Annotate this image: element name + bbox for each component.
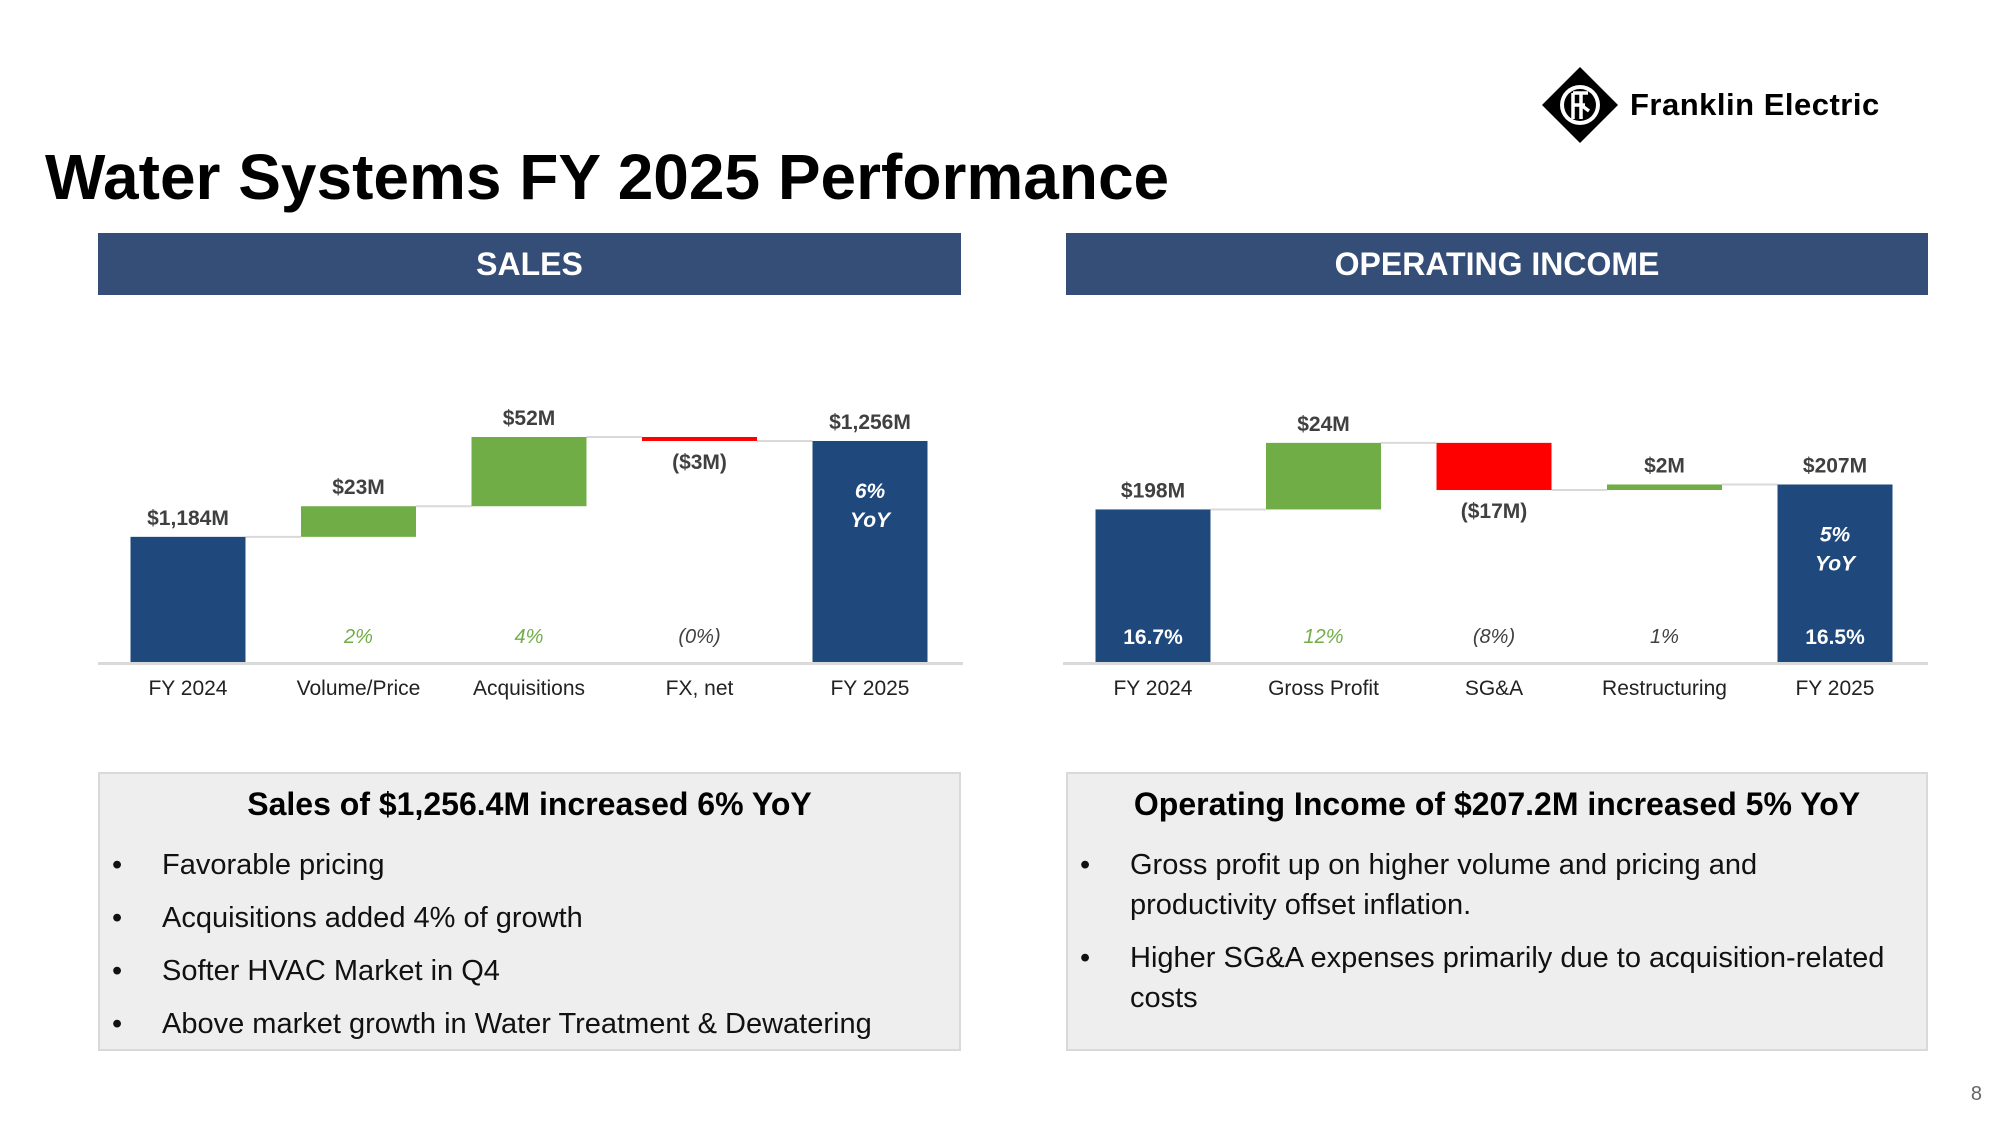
yoy-note: 6%: [855, 480, 886, 503]
sales-waterfall-chart: $1,184M FY 2024 $23M Volume/Price 2% $52M Acqu…: [98, 385, 963, 715]
sales-summary-box: Sales of $1,256.4M increased 6% YoY Favo…: [98, 772, 961, 1051]
franklin-electric-logo: Franklin Electric: [1540, 60, 1940, 150]
yoy-note: 5%: [1820, 523, 1851, 546]
category-label: FY 2024: [148, 677, 227, 700]
value-label: $52M: [503, 407, 556, 430]
sales-summary-title: Sales of $1,256.4M increased 6% YoY: [247, 786, 812, 822]
value-label: $2M: [1644, 454, 1685, 477]
value-label: $1,184M: [147, 507, 229, 530]
value-label: ($3M): [672, 451, 727, 474]
operating-bullet: Gross profit up on higher volume and pri…: [1080, 845, 1886, 925]
percent-label: (0%): [678, 626, 720, 648]
waterfall-svg: $198M FY 2024 16.7% $24M Gross Profit 12% ($17…: [1063, 413, 1928, 700]
bar-fy-2025: [1777, 484, 1893, 662]
sales-bullet-list: Favorable pricing Acquisitions added 4% …: [100, 845, 959, 1044]
franklin-logo-icon: [1542, 67, 1618, 143]
sales-bullet: Favorable pricing: [112, 845, 959, 885]
category-label: Gross Profit: [1268, 677, 1379, 700]
bar-volume-price: [301, 506, 416, 537]
operating-summary-title: Operating Income of $207.2M increased 5%…: [1133, 786, 1861, 822]
operating-income-header: OPERATING INCOME: [1066, 233, 1928, 295]
bar-gross-profit: [1266, 442, 1381, 510]
waterfall-svg: $1,184M FY 2024 $23M Volume/Price 2% $52M Acqu…: [98, 407, 963, 700]
operating-income-waterfall-chart: $198M FY 2024 16.7% $24M Gross Profit 12% ($17…: [1063, 385, 1928, 715]
operating-bullet: Higher SG&A expenses primarily due to ac…: [1080, 938, 1886, 1018]
value-label: ($17M): [1461, 500, 1528, 523]
operating-bullet-list: Gross profit up on higher volume and pri…: [1068, 845, 1926, 1018]
sales-bullet: Acquisitions added 4% of growth: [112, 898, 959, 938]
value-label: $198M: [1121, 479, 1185, 502]
category-label: FX, net: [666, 677, 734, 700]
page-title: Water Systems FY 2025 Performance: [45, 141, 1170, 213]
percent-label: (8%): [1473, 626, 1515, 648]
bar-fy-2024: [1095, 509, 1211, 662]
category-label: SG&A: [1465, 677, 1523, 700]
value-label: $1,256M: [829, 411, 911, 434]
value-label: $24M: [1297, 413, 1350, 436]
category-label: FY 2025: [1795, 677, 1874, 700]
percent-label: 1%: [1650, 626, 1679, 648]
category-label: Restructuring: [1602, 677, 1727, 700]
bar-fx-net: [642, 436, 757, 441]
bar-fy-2024: [130, 536, 246, 662]
bar-sg-a: [1436, 442, 1552, 491]
sales-bullet: Above market growth in Water Treatment &…: [112, 1004, 959, 1044]
margin-label: 16.7%: [1123, 626, 1183, 649]
bar-fy-2025: [812, 440, 928, 662]
yoy-note: YoY: [1815, 552, 1857, 575]
yoy-note: YoY: [850, 509, 892, 532]
logo-text: Franklin Electric: [1630, 87, 1880, 122]
operating-summary-box: Operating Income of $207.2M increased 5%…: [1066, 772, 1928, 1051]
bar-acquisitions: [471, 436, 587, 507]
percent-label: 12%: [1303, 626, 1343, 648]
category-label: Volume/Price: [297, 677, 421, 700]
bar-restructuring: [1607, 484, 1722, 491]
percent-label: 4%: [515, 626, 544, 648]
margin-label: 16.5%: [1805, 626, 1865, 649]
sales-header: SALES: [98, 233, 961, 295]
sales-bullet: Softer HVAC Market in Q4: [112, 951, 959, 991]
value-label: $23M: [332, 476, 385, 499]
page-number: 8: [1970, 1083, 1982, 1105]
value-label: $207M: [1803, 454, 1867, 477]
category-label: FY 2025: [830, 677, 909, 700]
category-label: Acquisitions: [473, 677, 585, 700]
category-label: FY 2024: [1113, 677, 1192, 700]
percent-label: 2%: [343, 626, 373, 648]
